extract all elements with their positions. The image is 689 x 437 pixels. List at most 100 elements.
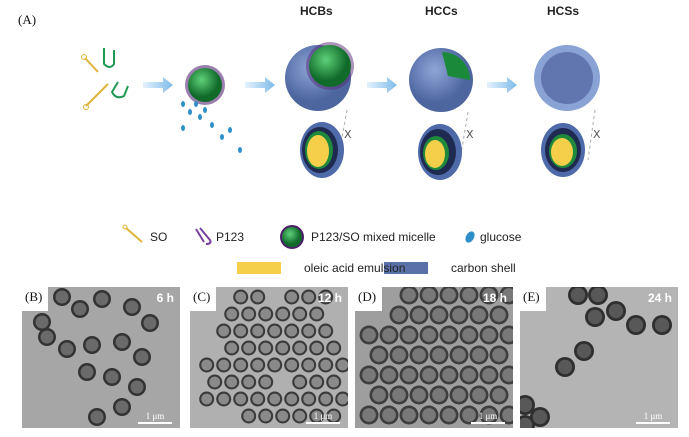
arrow-icon <box>245 77 275 93</box>
glucose-icon <box>465 231 475 243</box>
particle-core <box>587 309 603 325</box>
scale-text: 1 μm <box>145 411 165 421</box>
particle-core <box>286 325 298 337</box>
particle-core <box>252 325 264 337</box>
particle-core <box>235 291 247 303</box>
hcb-cross-section-icon <box>300 122 344 178</box>
legend-carbon: carbon shell <box>451 261 516 275</box>
particle-core <box>277 308 289 320</box>
particle-core <box>218 359 230 371</box>
particle-core <box>382 368 396 382</box>
particle-core <box>243 342 255 354</box>
particle-core <box>235 393 247 405</box>
particle-core <box>320 393 332 405</box>
particle-core <box>462 328 476 342</box>
particle-core <box>362 328 376 342</box>
particle-core <box>452 348 466 362</box>
particle-core <box>532 409 548 425</box>
particle-core <box>392 388 406 402</box>
particle-core <box>269 325 281 337</box>
particle-core <box>462 288 476 302</box>
particle-core <box>502 328 513 342</box>
particle-core <box>320 325 332 337</box>
panel-a-label: (A) <box>18 12 37 27</box>
so-icon <box>125 227 143 243</box>
particle-core <box>320 291 332 303</box>
micrograph-d: (D) 18 h 1 μm <box>355 287 513 428</box>
time-label: 24 h <box>647 291 672 305</box>
particle-core <box>576 343 592 359</box>
particle-core <box>570 287 586 303</box>
legend-glucose: glucose <box>480 230 522 244</box>
panel-d-label: (D) <box>355 287 383 311</box>
particle-core <box>442 288 456 302</box>
particle-core <box>462 408 476 422</box>
particle-core <box>311 342 323 354</box>
particle-core <box>311 376 323 388</box>
micrograph-b: (B) 6 h 1 μm <box>22 287 180 428</box>
svg-text:X: X <box>593 128 601 141</box>
so-p123-molecules-icon <box>81 48 129 110</box>
particle-core <box>452 388 466 402</box>
particle-core <box>260 308 272 320</box>
particle-core <box>303 393 315 405</box>
scale-bar: 1 μm <box>138 411 172 424</box>
particle-core <box>402 288 416 302</box>
particle-core <box>422 408 436 422</box>
time-label: 12 h <box>317 291 342 305</box>
particle-core <box>337 359 348 371</box>
micrograph-e: (E) 24 h 1 μm <box>520 287 678 428</box>
particle-core <box>235 359 247 371</box>
particle-core <box>243 410 255 422</box>
particle-core <box>442 328 456 342</box>
particle-core <box>226 376 238 388</box>
particle-core <box>303 325 315 337</box>
particle-core <box>60 342 74 356</box>
particle-core <box>226 342 238 354</box>
particles-b <box>33 288 159 426</box>
particle-core <box>442 368 456 382</box>
particle-core <box>590 287 606 303</box>
carbon-swatch <box>384 262 428 274</box>
hcc-cross-section-icon <box>418 124 462 180</box>
scale-text: 1 μm <box>643 411 663 421</box>
particle-core <box>392 348 406 362</box>
particle-core <box>286 359 298 371</box>
particle-core <box>294 342 306 354</box>
particle-core <box>320 359 332 371</box>
particle-core <box>654 317 670 333</box>
time-label: 18 h <box>482 291 507 305</box>
particle-core <box>235 325 247 337</box>
scale-text: 1 μm <box>313 411 333 421</box>
particle-core <box>243 376 255 388</box>
particle-core <box>218 325 230 337</box>
hcs-cross-section-icon <box>541 123 585 177</box>
particle-core <box>201 393 213 405</box>
particle-core <box>520 397 533 413</box>
p123-icon <box>195 227 212 245</box>
particle-core <box>143 316 157 330</box>
particle-core <box>382 408 396 422</box>
micrograph-c: (C) 12 h 1 μm <box>190 287 348 428</box>
particle-core <box>472 388 486 402</box>
particle-core <box>130 380 144 394</box>
hcs-particle-icon <box>534 45 600 111</box>
oleic-swatch <box>237 262 281 274</box>
particle-core <box>294 308 306 320</box>
particle-core <box>294 376 306 388</box>
mixed-micelle-icon <box>185 65 225 105</box>
particle-core <box>311 308 323 320</box>
particle-core <box>608 303 624 319</box>
particle-core <box>226 308 238 320</box>
particle-core <box>269 393 281 405</box>
legend-so: SO <box>150 230 168 244</box>
particle-core <box>472 308 486 322</box>
particle-core <box>55 290 69 304</box>
particle-core <box>294 410 306 422</box>
stage-label-hcss: HCSs <box>547 4 580 18</box>
particle-core <box>35 315 49 329</box>
particle-core <box>269 359 281 371</box>
particle-core <box>328 342 340 354</box>
